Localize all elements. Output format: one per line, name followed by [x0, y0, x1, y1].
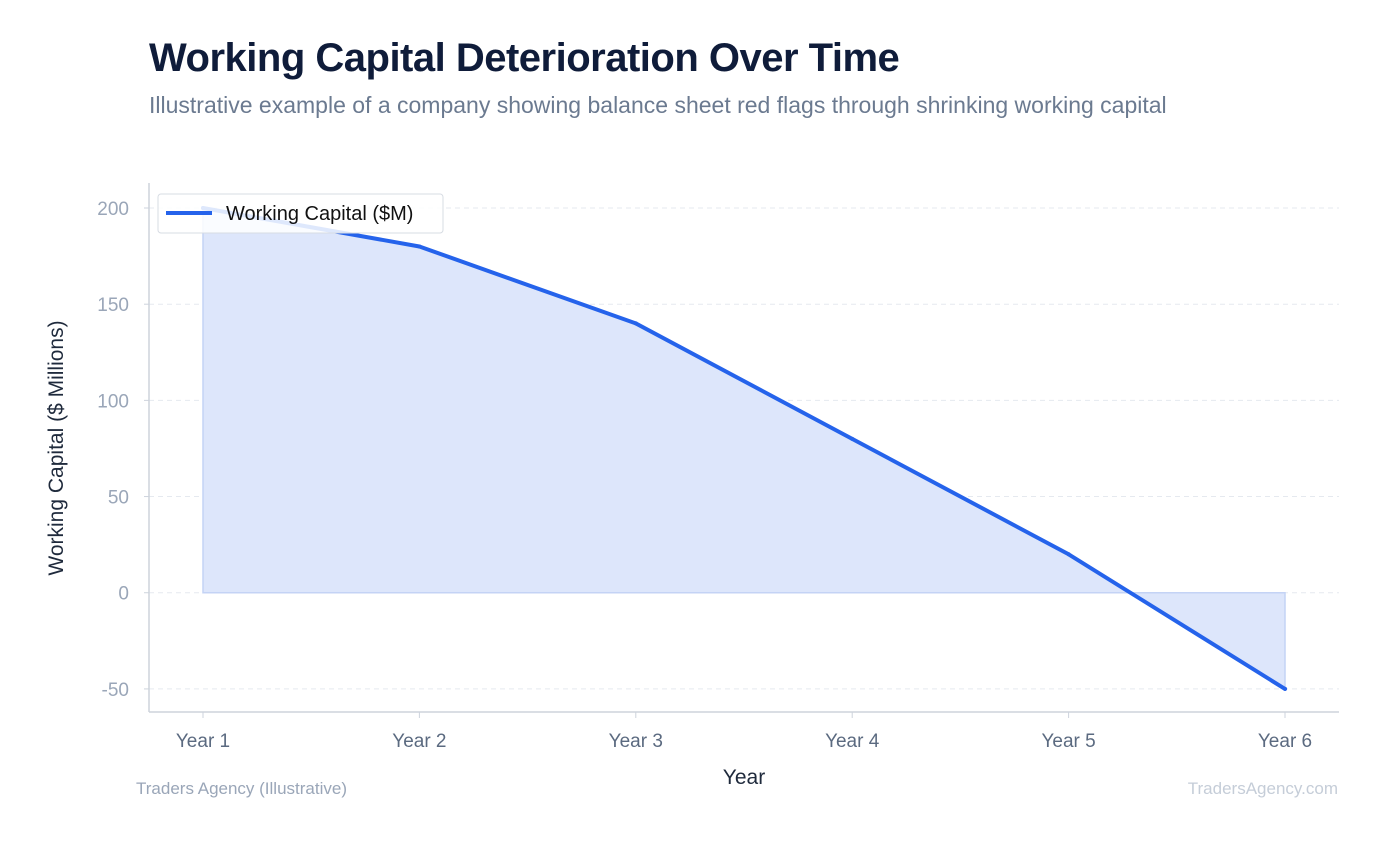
- y-tick-label: 150: [97, 295, 129, 316]
- watermark: TradersAgency.com: [1187, 779, 1338, 798]
- x-tick-label: Year 2: [392, 731, 446, 752]
- data-point: [1283, 686, 1287, 691]
- data-point: [1066, 552, 1071, 557]
- series-line: [201, 206, 1287, 691]
- source-credit: Traders Agency (Illustrative): [136, 779, 347, 798]
- x-tick-label: Year 4: [825, 731, 880, 752]
- legend-label: Working Capital ($M): [226, 203, 413, 225]
- data-point: [850, 436, 855, 441]
- y-tick-label: -50: [102, 680, 129, 701]
- area-fill: [202, 207, 1286, 691]
- chart-subtitle: Illustrative example of a company showin…: [149, 92, 1167, 118]
- legend-box: [157, 193, 444, 234]
- axes: [148, 183, 1339, 713]
- data-point: [417, 244, 422, 249]
- x-tick-label: Year 3: [609, 731, 663, 752]
- x-axis-title: Year: [723, 766, 765, 789]
- y-tick-label: 50: [108, 488, 129, 509]
- data-point: [633, 321, 638, 326]
- x-tick-label: Year 5: [1041, 731, 1095, 752]
- y-tick-label: 200: [97, 199, 129, 220]
- y-axis-title: Working Capital ($ Millions): [45, 320, 68, 575]
- y-tick-label: 0: [118, 584, 129, 605]
- tick-labels: -50 0 50 100 150 200 Year 1 Year 2 Year 3 Year 4 Y…: [97, 199, 1312, 752]
- y-tick-label: 100: [97, 391, 129, 412]
- x-tick-label: Year 6: [1258, 731, 1312, 752]
- legend: Working Capital ($M): [157, 193, 444, 234]
- area-polygon: [202, 207, 1286, 691]
- chart-title: Working Capital Deterioration Over Time: [149, 36, 900, 80]
- x-tick-label: Year 1: [176, 731, 230, 752]
